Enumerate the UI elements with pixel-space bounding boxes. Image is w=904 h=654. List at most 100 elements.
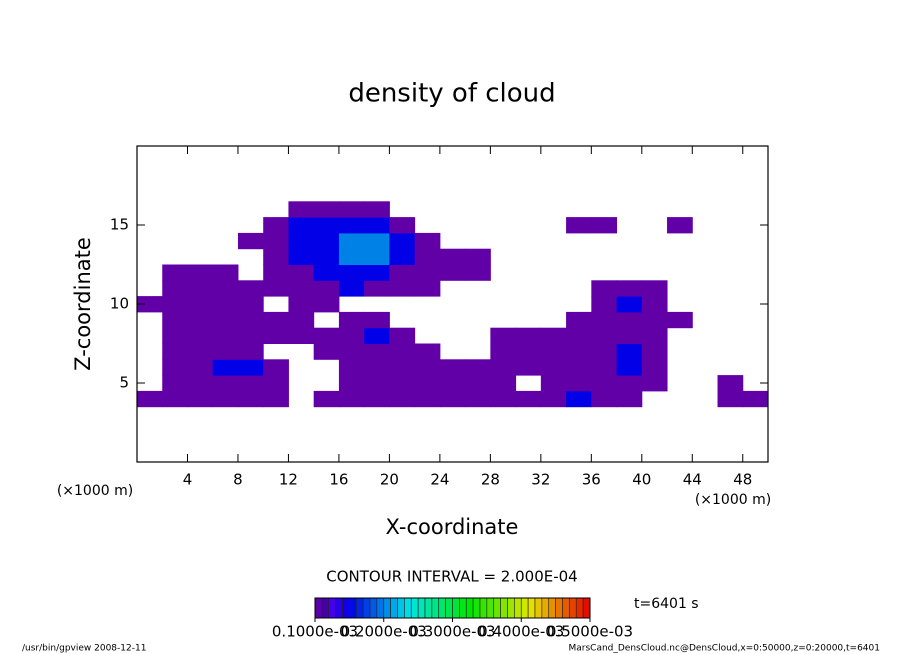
- cell: [313, 264, 340, 281]
- cell: [338, 248, 365, 265]
- cell: [389, 343, 416, 360]
- cell: [364, 201, 390, 218]
- cell: [263, 217, 289, 234]
- colorbar-swatch: [390, 597, 398, 619]
- cell: [389, 232, 416, 250]
- cell: [187, 390, 214, 408]
- cell: [364, 232, 390, 250]
- colorbar-swatch: [404, 597, 412, 619]
- colorbar-swatch: [493, 597, 501, 619]
- cell: [439, 264, 466, 281]
- cell: [162, 375, 188, 392]
- y-axis-label: Z-coordinate: [71, 237, 95, 371]
- cell: [591, 280, 618, 297]
- cell: [313, 217, 340, 234]
- cell: [313, 232, 340, 250]
- y-tick-label: 15: [110, 216, 129, 234]
- cell: [313, 343, 340, 360]
- cell: [591, 217, 618, 234]
- cell: [490, 343, 517, 360]
- colorbar-swatch: [575, 597, 584, 619]
- cell: [313, 201, 340, 218]
- contour-interval: CONTOUR INTERVAL = 2.000E-04: [326, 568, 577, 586]
- cell: [162, 359, 188, 376]
- colorbar-swatch: [328, 597, 336, 619]
- cell: [338, 327, 365, 344]
- cell: [414, 343, 441, 360]
- colorbar-label: 0.2000e-03: [341, 623, 427, 641]
- x-unit: (×1000 m): [695, 492, 771, 508]
- cell: [338, 343, 365, 360]
- cell: [389, 280, 416, 297]
- cell: [288, 311, 315, 329]
- cell: [288, 217, 315, 234]
- x-tick-label: 48: [733, 471, 752, 489]
- cell: [566, 311, 592, 329]
- cell: [414, 280, 441, 297]
- x-tick-label: 32: [531, 471, 550, 489]
- cell: [237, 390, 264, 408]
- cell: [338, 311, 365, 329]
- x-tick-label: 4: [183, 471, 193, 489]
- cell: [641, 343, 668, 360]
- cell: [389, 390, 416, 408]
- cell: [212, 296, 239, 313]
- cell: [288, 264, 315, 281]
- x-tick-label: 24: [430, 471, 449, 489]
- cell: [263, 311, 289, 329]
- cell: [591, 296, 618, 313]
- colorbar-swatch: [562, 597, 570, 619]
- colorbar-swatch: [555, 597, 563, 619]
- cell: [338, 375, 365, 392]
- cell: [414, 248, 441, 265]
- cell: [364, 217, 390, 234]
- cell: [439, 375, 466, 392]
- cell: [288, 201, 315, 218]
- cell: [616, 280, 643, 297]
- cell: [389, 264, 416, 281]
- colorbar-swatch: [527, 597, 536, 619]
- cell: [364, 327, 390, 344]
- colorbar-swatch: [417, 597, 426, 619]
- cell: [237, 343, 264, 360]
- cell: [212, 375, 239, 392]
- cell: [364, 248, 390, 265]
- cell: [465, 375, 491, 392]
- colorbar-swatch: [335, 597, 343, 619]
- x-tick-label: 40: [632, 471, 651, 489]
- cell: [641, 359, 668, 376]
- cell: [162, 280, 188, 297]
- colorbar-swatch: [520, 597, 529, 619]
- cell: [338, 264, 365, 281]
- cell: [490, 327, 517, 344]
- colorbar-swatch: [431, 597, 440, 619]
- colorbar-label: 0.5000e-03: [547, 623, 633, 641]
- cell: [338, 390, 365, 408]
- cell: [288, 327, 315, 344]
- cell: [338, 201, 365, 218]
- cell: [187, 296, 214, 313]
- cell: [439, 248, 466, 265]
- cell: [212, 390, 239, 408]
- cell: [137, 296, 163, 313]
- cell: [364, 264, 390, 281]
- cell: [187, 375, 214, 392]
- cell: [566, 343, 592, 360]
- cell: [616, 390, 643, 408]
- cell: [313, 248, 340, 265]
- cell: [641, 296, 668, 313]
- cell: [187, 280, 214, 297]
- cell: [389, 375, 416, 392]
- cell: [566, 327, 592, 344]
- cell: [162, 327, 188, 344]
- cell: [439, 390, 466, 408]
- cell: [465, 390, 491, 408]
- cell: [263, 248, 289, 265]
- cell: [414, 264, 441, 281]
- x-tick-label: 20: [380, 471, 399, 489]
- x-tick-label: 36: [582, 471, 601, 489]
- cell: [641, 311, 668, 329]
- cell: [490, 390, 517, 408]
- y-tick-label: 5: [119, 374, 129, 392]
